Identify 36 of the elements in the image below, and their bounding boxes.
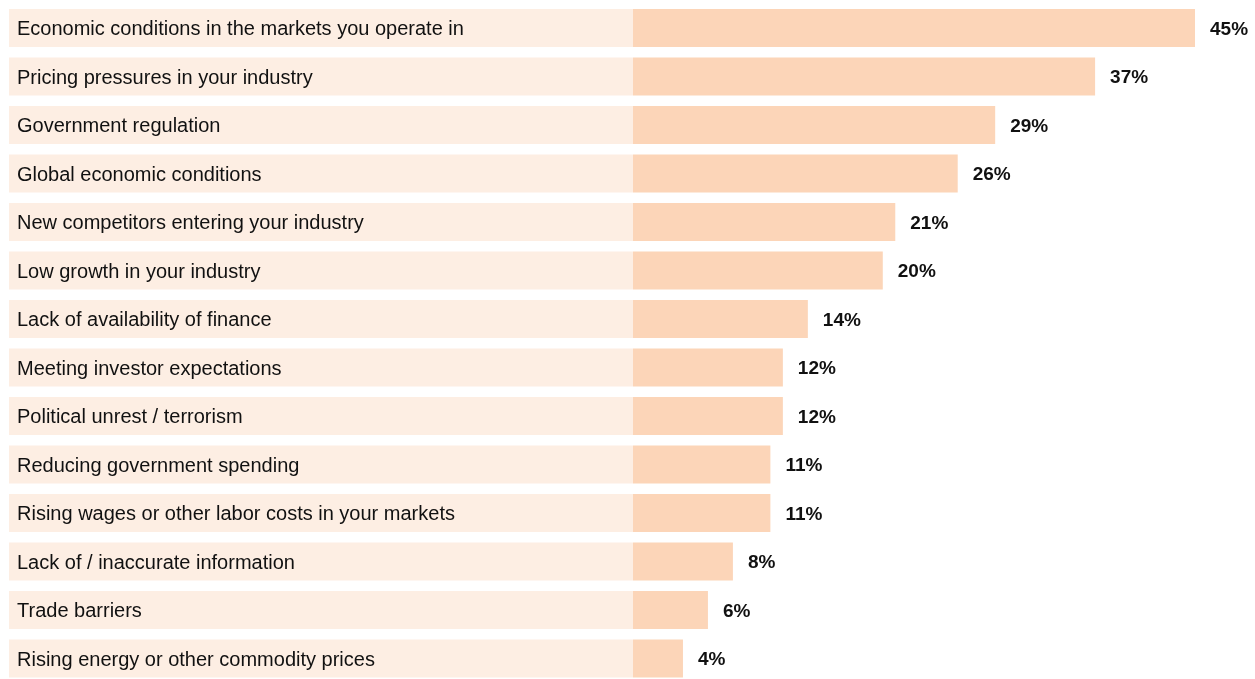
bar: [633, 494, 771, 532]
y-tick-label: Political unrest / terrorism: [17, 405, 243, 427]
y-tick-label: Government regulation: [17, 114, 221, 136]
bar: [633, 445, 771, 484]
data-label: 20%: [897, 260, 936, 282]
y-tick-label: Pricing pressures in your industry: [17, 65, 313, 88]
bar: [633, 348, 783, 387]
y-tick-label: Economic conditions in the markets you operate in: [17, 17, 464, 39]
data-label: 12%: [797, 405, 836, 427]
data-label: 11%: [785, 502, 823, 524]
bar: [633, 542, 733, 581]
data-label: 26%: [972, 163, 1011, 185]
y-tick-label: New competitors entering your industry: [17, 211, 364, 233]
data-label: 37%: [1110, 66, 1149, 88]
y-tick-label: Meeting investor expectations: [17, 356, 282, 379]
y-tick-label: Rising energy or other commodity prices: [17, 647, 375, 670]
y-tick-label: Rising wages or other labor costs in your markets: [17, 502, 455, 524]
y-tick-label: Trade barriers: [17, 599, 142, 621]
data-label: 6%: [722, 599, 751, 621]
data-label: 21%: [910, 211, 949, 233]
bar: [633, 397, 783, 435]
data-label: 14%: [822, 308, 861, 330]
data-label: 29%: [1010, 114, 1049, 136]
data-label: 45%: [1210, 17, 1249, 39]
bar: [633, 591, 708, 629]
bar: [633, 300, 808, 338]
y-tick-label: Low growth in your industry: [17, 259, 261, 282]
y-tick-label: Lack of / inaccurate information: [17, 550, 295, 573]
y-tick-label: Lack of availability of finance: [17, 308, 272, 330]
bar: [633, 639, 683, 678]
y-tick-label: Reducing government spending: [17, 453, 300, 476]
data-label: 11%: [785, 454, 823, 476]
y-tick-label: Global economic conditions: [17, 162, 262, 185]
data-label: 12%: [797, 357, 836, 379]
data-label: 8%: [747, 551, 776, 573]
data-label: 4%: [697, 648, 726, 670]
